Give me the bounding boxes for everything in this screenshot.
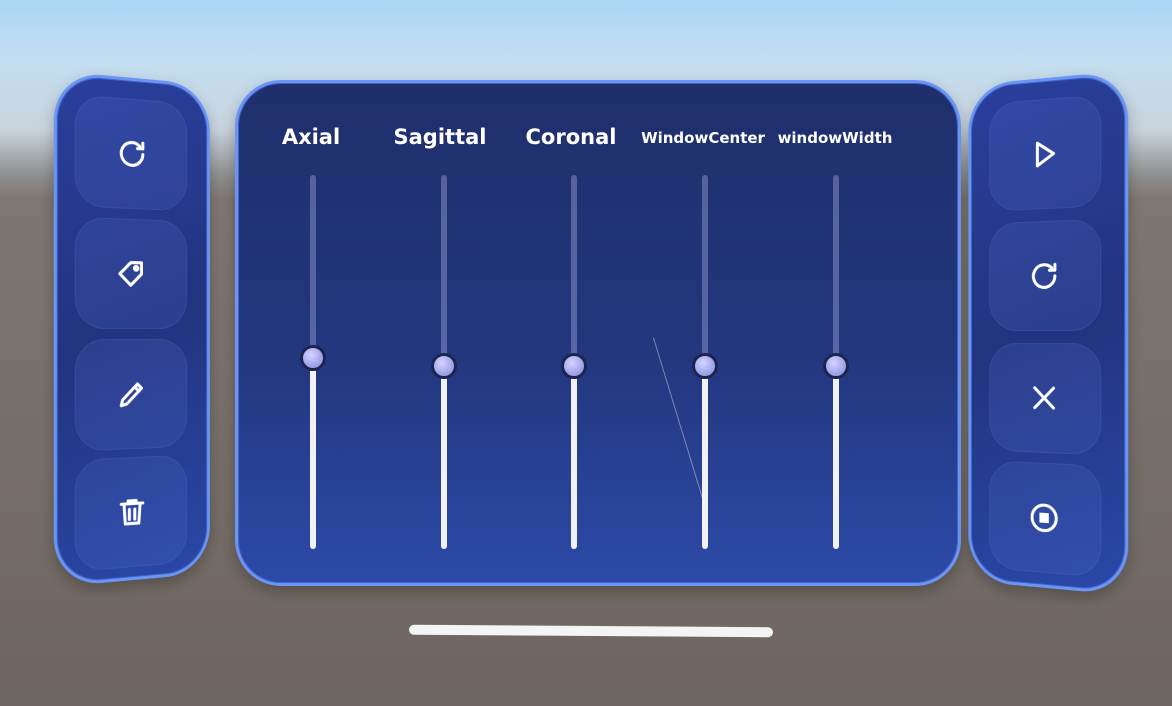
- slider-track-filled[interactable]: [441, 365, 447, 549]
- slider-thumb[interactable]: [692, 352, 718, 379]
- refresh-icon: [1028, 259, 1060, 294]
- refresh-icon: [119, 140, 145, 167]
- slider-track-filled[interactable]: [310, 358, 316, 549]
- slider-thumb[interactable]: [561, 352, 587, 379]
- slider-thumb[interactable]: [431, 352, 457, 379]
- delete-button[interactable]: [74, 454, 188, 573]
- play-button[interactable]: [989, 94, 1102, 212]
- slider-track-filled[interactable]: [833, 365, 839, 549]
- pencil-icon: [116, 377, 148, 412]
- trash-icon: [119, 498, 145, 526]
- stop-button[interactable]: [989, 460, 1102, 578]
- slider-thumb[interactable]: [823, 352, 849, 379]
- slider-track-filled[interactable]: [702, 365, 708, 549]
- slider-track-filled[interactable]: [571, 365, 577, 549]
- slice-controls-panel: Axial Sagittal Coronal WindowCenter wind…: [235, 80, 961, 586]
- play-icon: [1028, 136, 1060, 172]
- refresh-button[interactable]: [989, 218, 1102, 332]
- edit-button[interactable]: [74, 338, 188, 452]
- slider-track-upper[interactable]: [441, 175, 447, 366]
- slider-label-window-center: WindowCenter: [641, 129, 765, 147]
- slider-track-upper[interactable]: [571, 175, 577, 366]
- close-icon: [1028, 381, 1060, 416]
- slider-track-upper[interactable]: [833, 175, 839, 366]
- stop-icon: [1028, 500, 1060, 536]
- tag-button[interactable]: [74, 216, 188, 329]
- slider-label-sagittal: Sagittal: [393, 125, 487, 149]
- slider-thumb[interactable]: [300, 345, 326, 372]
- slider-label-window-width: windowWidth: [777, 129, 893, 147]
- home-indicator-bar[interactable]: [408, 624, 774, 638]
- slider-track-upper[interactable]: [702, 175, 708, 366]
- slider-label-axial: Axial: [281, 125, 341, 149]
- slider-track-upper[interactable]: [310, 175, 316, 359]
- left-toolbar: [53, 70, 210, 588]
- right-toolbar: [968, 70, 1129, 596]
- close-button[interactable]: [989, 342, 1102, 456]
- reset-button[interactable]: [74, 94, 188, 212]
- tag-icon: [116, 257, 148, 292]
- slider-label-coronal: Coronal: [525, 125, 617, 149]
